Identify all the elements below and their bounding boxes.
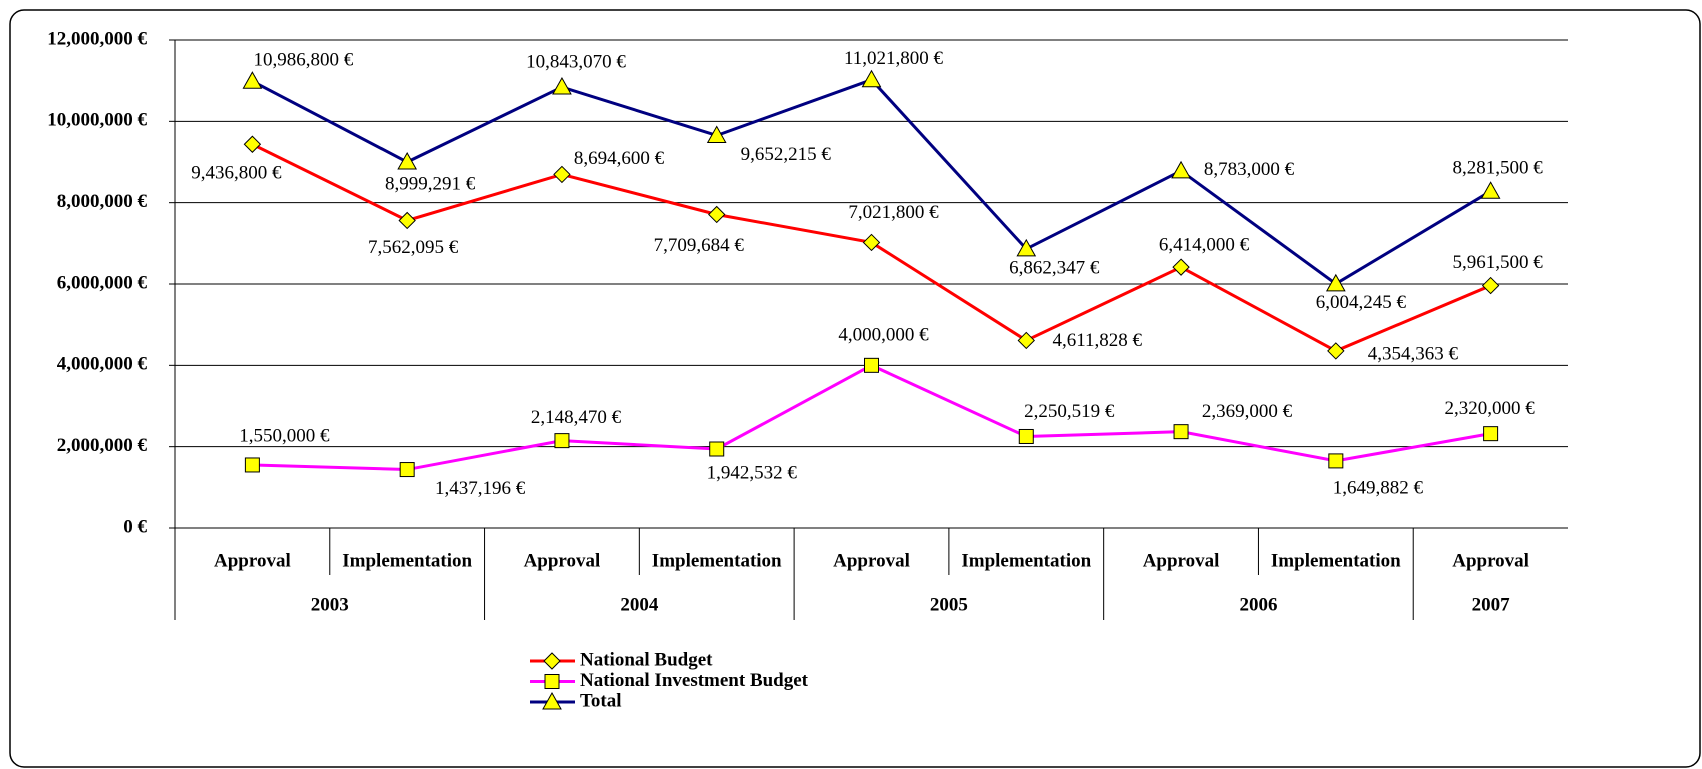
data-label: 7,562,095 € [368, 237, 459, 258]
marker [862, 233, 881, 252]
legend-label: National Budget [580, 649, 713, 670]
data-label: 4,000,000 € [838, 325, 929, 346]
y-tick-label: 4,000,000 € [57, 354, 148, 375]
data-label: 10,843,070 € [526, 51, 626, 72]
marker [864, 357, 879, 373]
marker [543, 652, 561, 670]
data-label: 9,436,800 € [191, 163, 282, 184]
marker [397, 152, 418, 170]
y-tick-label: 12,000,000 € [47, 28, 147, 49]
data-label: 5,961,500 € [1452, 252, 1543, 273]
x-tick-label: Approval [1452, 550, 1529, 571]
marker [709, 441, 725, 457]
marker [1018, 428, 1034, 444]
y-tick-label: 2,000,000 € [57, 435, 148, 456]
data-label: 2,320,000 € [1444, 398, 1535, 419]
marker [1173, 424, 1189, 440]
marker [553, 165, 571, 184]
data-label: 11,021,800 € [844, 48, 944, 69]
data-label: 8,281,500 € [1452, 158, 1543, 179]
data-label: 7,021,800 € [848, 202, 939, 223]
data-label: 4,354,363 € [1368, 343, 1459, 364]
data-label: 6,414,000 € [1159, 235, 1250, 256]
marker [1480, 181, 1501, 199]
marker [1325, 273, 1346, 292]
marker [1171, 160, 1191, 179]
x-group-label: 2004 [620, 594, 659, 615]
marker [542, 691, 562, 710]
marker [1483, 426, 1499, 442]
x-group-label: 2003 [311, 594, 349, 615]
marker [243, 135, 262, 153]
x-tick-label: Approval [524, 550, 601, 571]
x-tick-label: Approval [1143, 550, 1220, 571]
data-label: 2,369,000 € [1202, 401, 1293, 422]
data-label: 4,611,828 € [1053, 330, 1143, 351]
marker [1016, 238, 1037, 257]
data-label: 9,652,215 € [741, 144, 832, 165]
marker [1017, 331, 1035, 350]
data-label: 1,550,000 € [239, 425, 330, 446]
x-group-label: 2005 [930, 594, 968, 615]
y-tick-label: 6,000,000 € [57, 272, 148, 293]
legend-label: Total [580, 690, 622, 711]
data-label: 6,004,245 € [1316, 292, 1407, 313]
data-label: 10,986,800 € [254, 50, 354, 71]
y-tick-label: 8,000,000 € [57, 191, 148, 212]
y-tick-label: 0 € [123, 516, 147, 537]
x-tick-label: Implementation [652, 550, 782, 571]
x-group-label: 2007 [1472, 594, 1511, 615]
marker [1328, 453, 1344, 469]
marker [242, 71, 263, 89]
marker [1481, 276, 1500, 295]
data-label: 2,148,470 € [531, 407, 622, 428]
x-tick-label: Implementation [961, 550, 1091, 571]
marker [861, 69, 882, 88]
data-label: 1,942,532 € [707, 462, 798, 483]
data-label: 6,862,347 € [1009, 257, 1100, 278]
data-label: 8,999,291 € [385, 173, 476, 194]
marker [554, 433, 570, 449]
data-label: 7,709,684 € [654, 235, 745, 256]
marker [244, 457, 260, 473]
x-tick-label: Approval [214, 550, 291, 571]
legend-label: National Investment Budget [580, 670, 809, 691]
marker [1327, 342, 1345, 360]
y-tick-label: 10,000,000 € [47, 110, 147, 131]
chart-frame [9, 9, 1701, 768]
marker [706, 125, 727, 143]
marker [399, 462, 415, 478]
x-tick-label: Approval [833, 550, 910, 571]
marker [398, 211, 416, 230]
data-label: 1,437,196 € [435, 478, 526, 499]
marker [552, 77, 572, 95]
marker [708, 205, 726, 224]
data-label: 8,694,600 € [574, 148, 665, 169]
data-label: 2,250,519 € [1024, 401, 1115, 422]
data-label: 8,783,000 € [1204, 159, 1295, 180]
x-tick-label: Implementation [342, 550, 472, 571]
data-label: 1,649,882 € [1333, 477, 1424, 498]
x-group-label: 2006 [1239, 594, 1277, 615]
x-tick-label: Implementation [1271, 550, 1401, 571]
marker [544, 674, 560, 689]
marker [1172, 258, 1190, 276]
